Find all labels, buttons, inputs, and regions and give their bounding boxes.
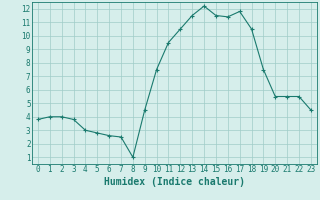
- X-axis label: Humidex (Indice chaleur): Humidex (Indice chaleur): [104, 177, 245, 187]
